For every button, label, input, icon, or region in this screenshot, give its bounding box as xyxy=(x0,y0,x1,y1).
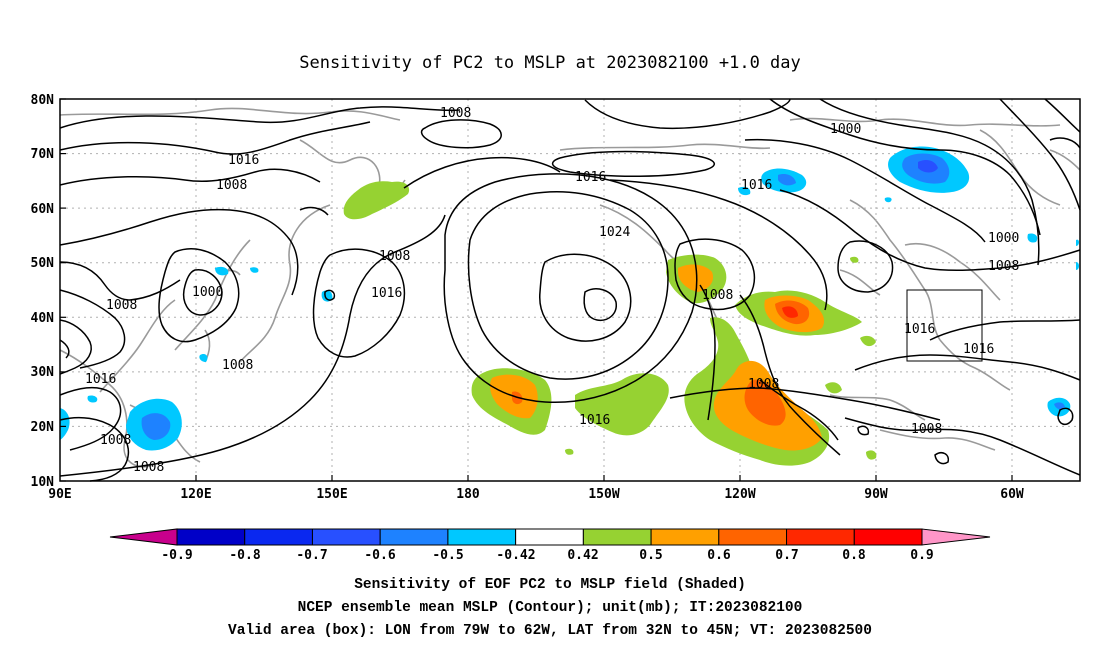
colorbar-label: -0.7 xyxy=(296,548,327,563)
contour-label: 1008 xyxy=(222,358,253,373)
lon-label: 120W xyxy=(724,487,755,502)
colorbar-swatch xyxy=(786,528,855,546)
lat-label: 60N xyxy=(31,202,55,217)
longitude-labels: 90E 120E 150E 180 150W 120W 90W 60W xyxy=(48,487,1024,502)
colorbar-swatch xyxy=(176,528,246,546)
axis-ticks xyxy=(60,98,1013,482)
contour-label: 1008 xyxy=(988,259,1019,274)
lat-label: 30N xyxy=(31,365,55,380)
lon-label: 90E xyxy=(48,487,71,502)
contour-labels: 1008 1016 1008 1008 1000 1008 1016 1008 … xyxy=(85,106,1019,475)
caption-line-2: NCEP ensemble mean MSLP (Contour); unit(… xyxy=(298,600,803,616)
contour-label: 1016 xyxy=(741,178,772,193)
contour-label: 1024 xyxy=(599,225,630,240)
map-panel: 1008 1016 1008 1008 1000 1008 1016 1008 … xyxy=(31,93,1081,502)
contour-label: 1016 xyxy=(963,342,994,357)
colorbar-label: -0.8 xyxy=(229,548,260,563)
lat-label: 50N xyxy=(31,256,55,271)
contour-label: 1008 xyxy=(106,298,137,313)
colorbar-label: 0.9 xyxy=(910,548,933,563)
colorbar-swatch xyxy=(379,528,449,546)
colorbar: -0.9 -0.8 -0.7 -0.6 -0.5 -0.42 0.42 0.5 … xyxy=(109,528,991,563)
lat-label: 20N xyxy=(31,420,55,435)
caption-line-3: Valid area (box): LON from 79W to 62W, L… xyxy=(228,623,872,639)
contour-label: 1008 xyxy=(440,106,471,121)
colorbar-swatch xyxy=(650,528,720,546)
lat-label: 40N xyxy=(31,311,55,326)
contour-label: 1000 xyxy=(192,285,223,300)
contour-label: 1008 xyxy=(216,178,247,193)
lat-label: 70N xyxy=(31,147,55,162)
colorbar-labels: -0.9 -0.8 -0.7 -0.6 -0.5 -0.42 0.42 0.5 … xyxy=(161,548,933,563)
colorbar-label: -0.5 xyxy=(432,548,463,563)
contour-label: 1016 xyxy=(904,322,935,337)
colorbar-label: -0.42 xyxy=(496,548,535,563)
contour-label: 1016 xyxy=(85,372,116,387)
contour-label: 1016 xyxy=(228,153,259,168)
latitude-labels: 80N 70N 60N 50N 40N 30N 20N 10N xyxy=(31,93,55,490)
colorbar-swatch xyxy=(515,528,584,546)
contour-label: 1016 xyxy=(371,286,402,301)
lon-label: 150W xyxy=(588,487,619,502)
caption-line-1: Sensitivity of EOF PC2 to MSLP field (Sh… xyxy=(354,577,746,593)
colorbar-max-triangle xyxy=(921,528,991,546)
map-border xyxy=(59,98,1081,482)
lon-label: 180 xyxy=(456,487,480,502)
lon-label: 150E xyxy=(316,487,347,502)
contour-label: 1008 xyxy=(133,460,164,475)
valid-area-box xyxy=(906,289,983,362)
contour-label: 1008 xyxy=(100,433,131,448)
colorbar-swatch xyxy=(718,528,788,546)
lon-label: 120E xyxy=(180,487,211,502)
lat-label: 80N xyxy=(31,93,55,108)
colorbar-boxes xyxy=(176,528,923,546)
colorbar-swatch xyxy=(853,528,923,546)
colorbar-label: -0.9 xyxy=(161,548,192,563)
contour-label: 1016 xyxy=(575,170,606,185)
lon-label: 60W xyxy=(1000,487,1024,502)
captions: Sensitivity of EOF PC2 to MSLP field (Sh… xyxy=(228,577,872,639)
negative-sensitivity-shading xyxy=(60,146,1079,451)
colorbar-label: -0.6 xyxy=(364,548,395,563)
contour-label: 1008 xyxy=(702,288,733,303)
contour-label: 1016 xyxy=(579,413,610,428)
colorbar-label: 0.5 xyxy=(639,548,662,563)
figure-title: Sensitivity of PC2 to MSLP at 2023082100… xyxy=(299,53,801,73)
contour-label: 1008 xyxy=(911,422,942,437)
colorbar-label: 0.7 xyxy=(775,548,798,563)
colorbar-label: 0.8 xyxy=(842,548,866,563)
mslp-contours xyxy=(59,98,1081,482)
colorbar-swatch xyxy=(447,528,517,546)
lat-label: 10N xyxy=(31,475,55,490)
lon-label: 90W xyxy=(864,487,888,502)
colorbar-min-triangle xyxy=(109,528,178,546)
contour-label: 1008 xyxy=(748,377,779,392)
colorbar-label: 0.42 xyxy=(567,548,598,563)
contour-label: 1000 xyxy=(830,122,861,137)
contour-label: 1008 xyxy=(379,249,410,264)
colorbar-swatch xyxy=(582,528,652,546)
colorbar-swatch xyxy=(244,528,313,546)
contour-label: 1000 xyxy=(988,231,1019,246)
colorbar-label: 0.6 xyxy=(707,548,731,563)
colorbar-swatch xyxy=(311,528,381,546)
